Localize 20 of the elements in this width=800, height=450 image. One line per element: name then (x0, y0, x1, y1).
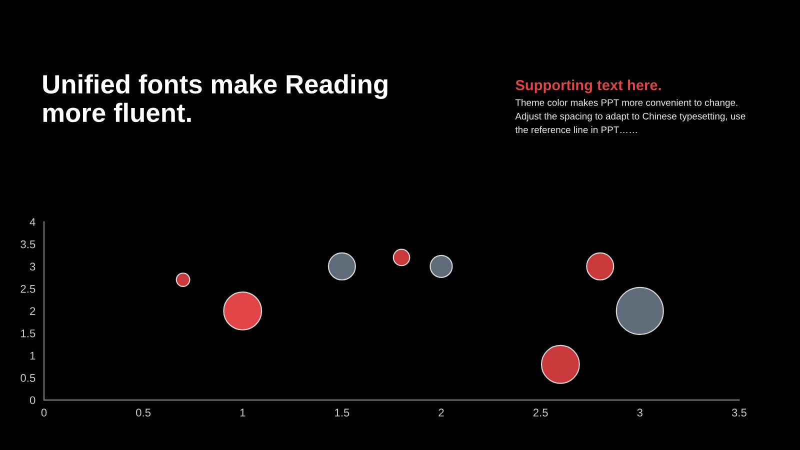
x-tick-label: 0 (41, 408, 47, 417)
y-tick-label: 4 (30, 218, 36, 226)
y-tick-label: 3 (30, 262, 36, 271)
chart-title: Unified fonts make Reading more fluent. (43, 74, 388, 122)
y-tick-label: 1.5 (21, 330, 36, 338)
y-tick-label: 0.5 (20, 374, 36, 382)
text: Theme color makes PPT more convenient to change. Adjust the spacing to adapt to Chinese typesetting, use the reference line in PPT…… (515, 99, 746, 134)
x-tick-label: 2 (438, 408, 444, 416)
y-tick-label: 0 (30, 396, 36, 404)
y-tick-label: 2 (30, 307, 36, 315)
x-tick-label: 1 (240, 408, 246, 416)
x-tick-label: 1.5 (335, 408, 350, 417)
y-tick-label: 1 (30, 352, 36, 360)
x-tick-label: 3 (637, 408, 642, 417)
y-tick-label: 2.5 (20, 284, 36, 293)
chart-subtitle: Supporting text here. (516, 80, 661, 94)
x-tick-label: 2.5 (533, 408, 548, 417)
x-tick-label: 0.5 (136, 408, 151, 417)
x-tick-label: 3.5 (732, 408, 746, 417)
y-tick-label: 3.5 (20, 240, 36, 248)
